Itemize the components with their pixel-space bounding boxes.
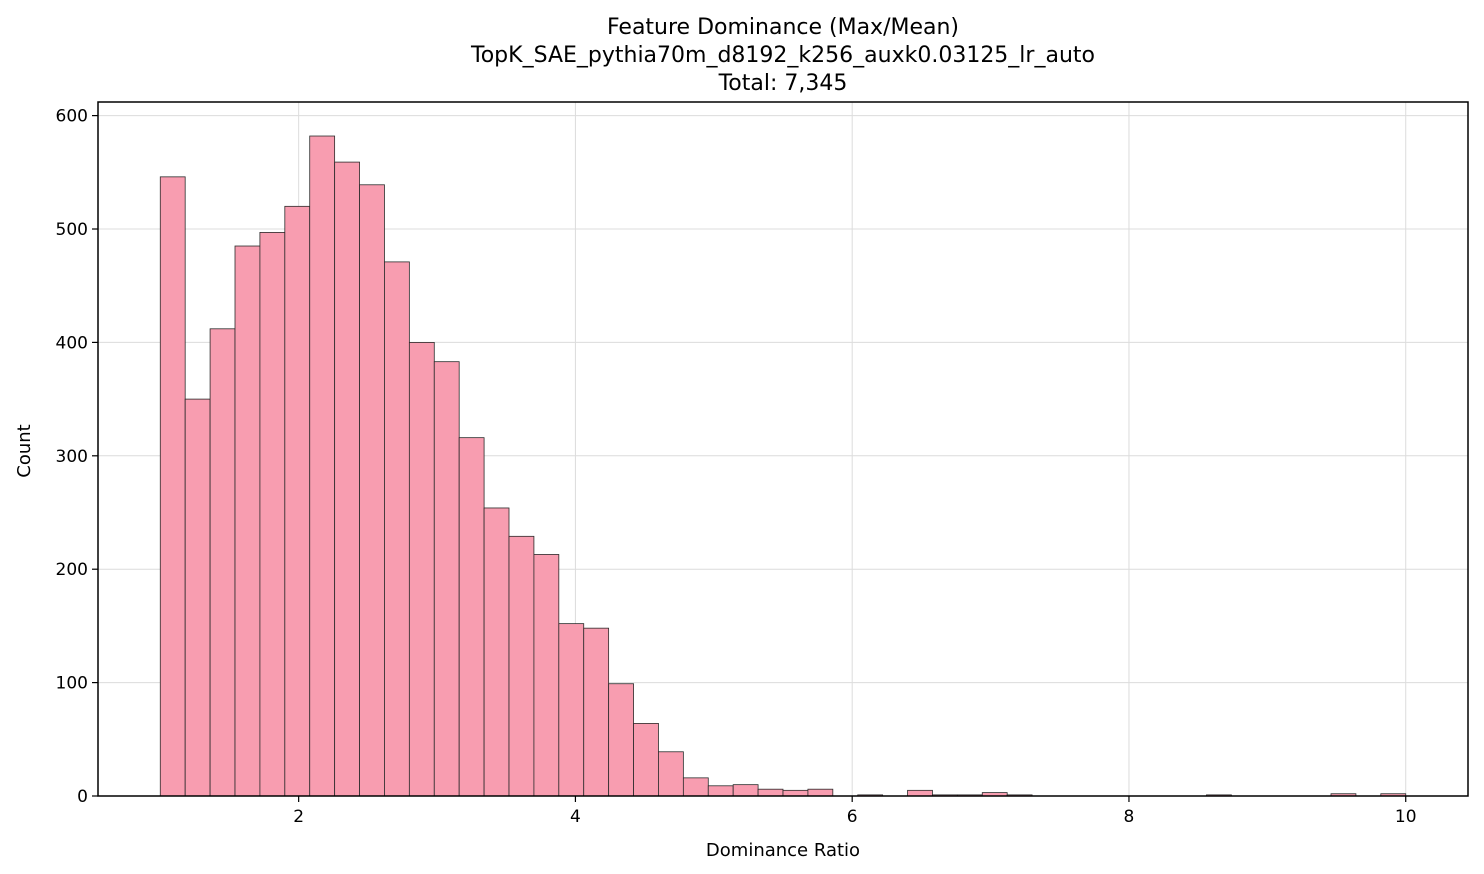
histogram-bar: [458, 437, 485, 797]
histogram-bar: [608, 683, 634, 797]
histogram-bar: [483, 507, 510, 797]
histogram-bar: [184, 398, 211, 797]
chart-title-line-2: TopK_SAE_pythia70m_d8192_k256_auxk0.0312…: [470, 43, 1095, 68]
histogram-bar: [408, 342, 435, 797]
x-tick-label: 8: [1124, 807, 1135, 827]
histogram-bar: [209, 328, 236, 797]
y-tick-label: 500: [56, 220, 88, 240]
y-tick-label: 400: [56, 333, 88, 353]
histogram-bar: [433, 361, 460, 797]
histogram-bar: [284, 205, 311, 797]
x-axis-ticks: 2 4 6 8 10: [293, 796, 1417, 827]
y-axis-label: Count: [14, 424, 35, 477]
histogram-bar: [309, 135, 336, 797]
chart-title-line-1: Feature Dominance (Max/Mean): [607, 15, 959, 40]
histogram-bar: [907, 789, 933, 797]
histogram-bar: [757, 788, 784, 797]
histogram-bar: [732, 784, 759, 797]
histogram-bar: [583, 627, 610, 797]
histogram-bar: [682, 777, 709, 797]
chart-title: Feature Dominance (Max/Mean) TopK_SAE_py…: [470, 15, 1095, 96]
histogram-bar: [533, 554, 560, 797]
x-axis-label: Dominance Ratio: [706, 840, 860, 861]
y-tick-label: 100: [56, 674, 88, 694]
chart-title-line-3: Total: 7,345: [718, 71, 848, 96]
histogram-bar: [359, 184, 385, 797]
histogram-bar: [259, 232, 286, 797]
histogram-bar: [558, 623, 585, 797]
histogram-bar: [334, 161, 360, 797]
histogram-bar: [807, 788, 834, 797]
y-tick-label: 600: [56, 107, 88, 127]
x-tick-label: 6: [847, 807, 858, 827]
y-tick-label: 300: [56, 447, 88, 467]
histogram-bar: [159, 176, 186, 797]
histogram-bar: [707, 785, 734, 797]
x-tick-label: 4: [570, 807, 581, 827]
histogram-bar: [658, 751, 684, 797]
histogram-bar: [384, 261, 410, 797]
x-tick-label: 10: [1395, 807, 1417, 827]
histogram-bar: [234, 245, 261, 797]
y-tick-label: 200: [56, 560, 88, 580]
histogram-bar: [782, 789, 809, 797]
histogram-bars: [159, 135, 1407, 797]
histogram-bar: [508, 535, 535, 797]
y-tick-label: 0: [77, 787, 88, 807]
histogram-bar: [633, 723, 659, 797]
plot-frame: [97, 101, 1469, 797]
y-axis-ticks: 0 100 200 300 400 500 600: [56, 107, 98, 807]
x-tick-label: 2: [293, 807, 304, 827]
